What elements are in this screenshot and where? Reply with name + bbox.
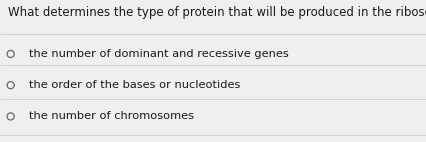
Text: What determines the type of protein that will be produced in the ribosome?: What determines the type of protein that… [8,6,426,19]
Text: the number of chromosomes: the number of chromosomes [29,111,194,121]
Text: the number of dominant and recessive genes: the number of dominant and recessive gen… [29,49,289,59]
Text: the order of the bases or nucleotides: the order of the bases or nucleotides [29,80,240,90]
